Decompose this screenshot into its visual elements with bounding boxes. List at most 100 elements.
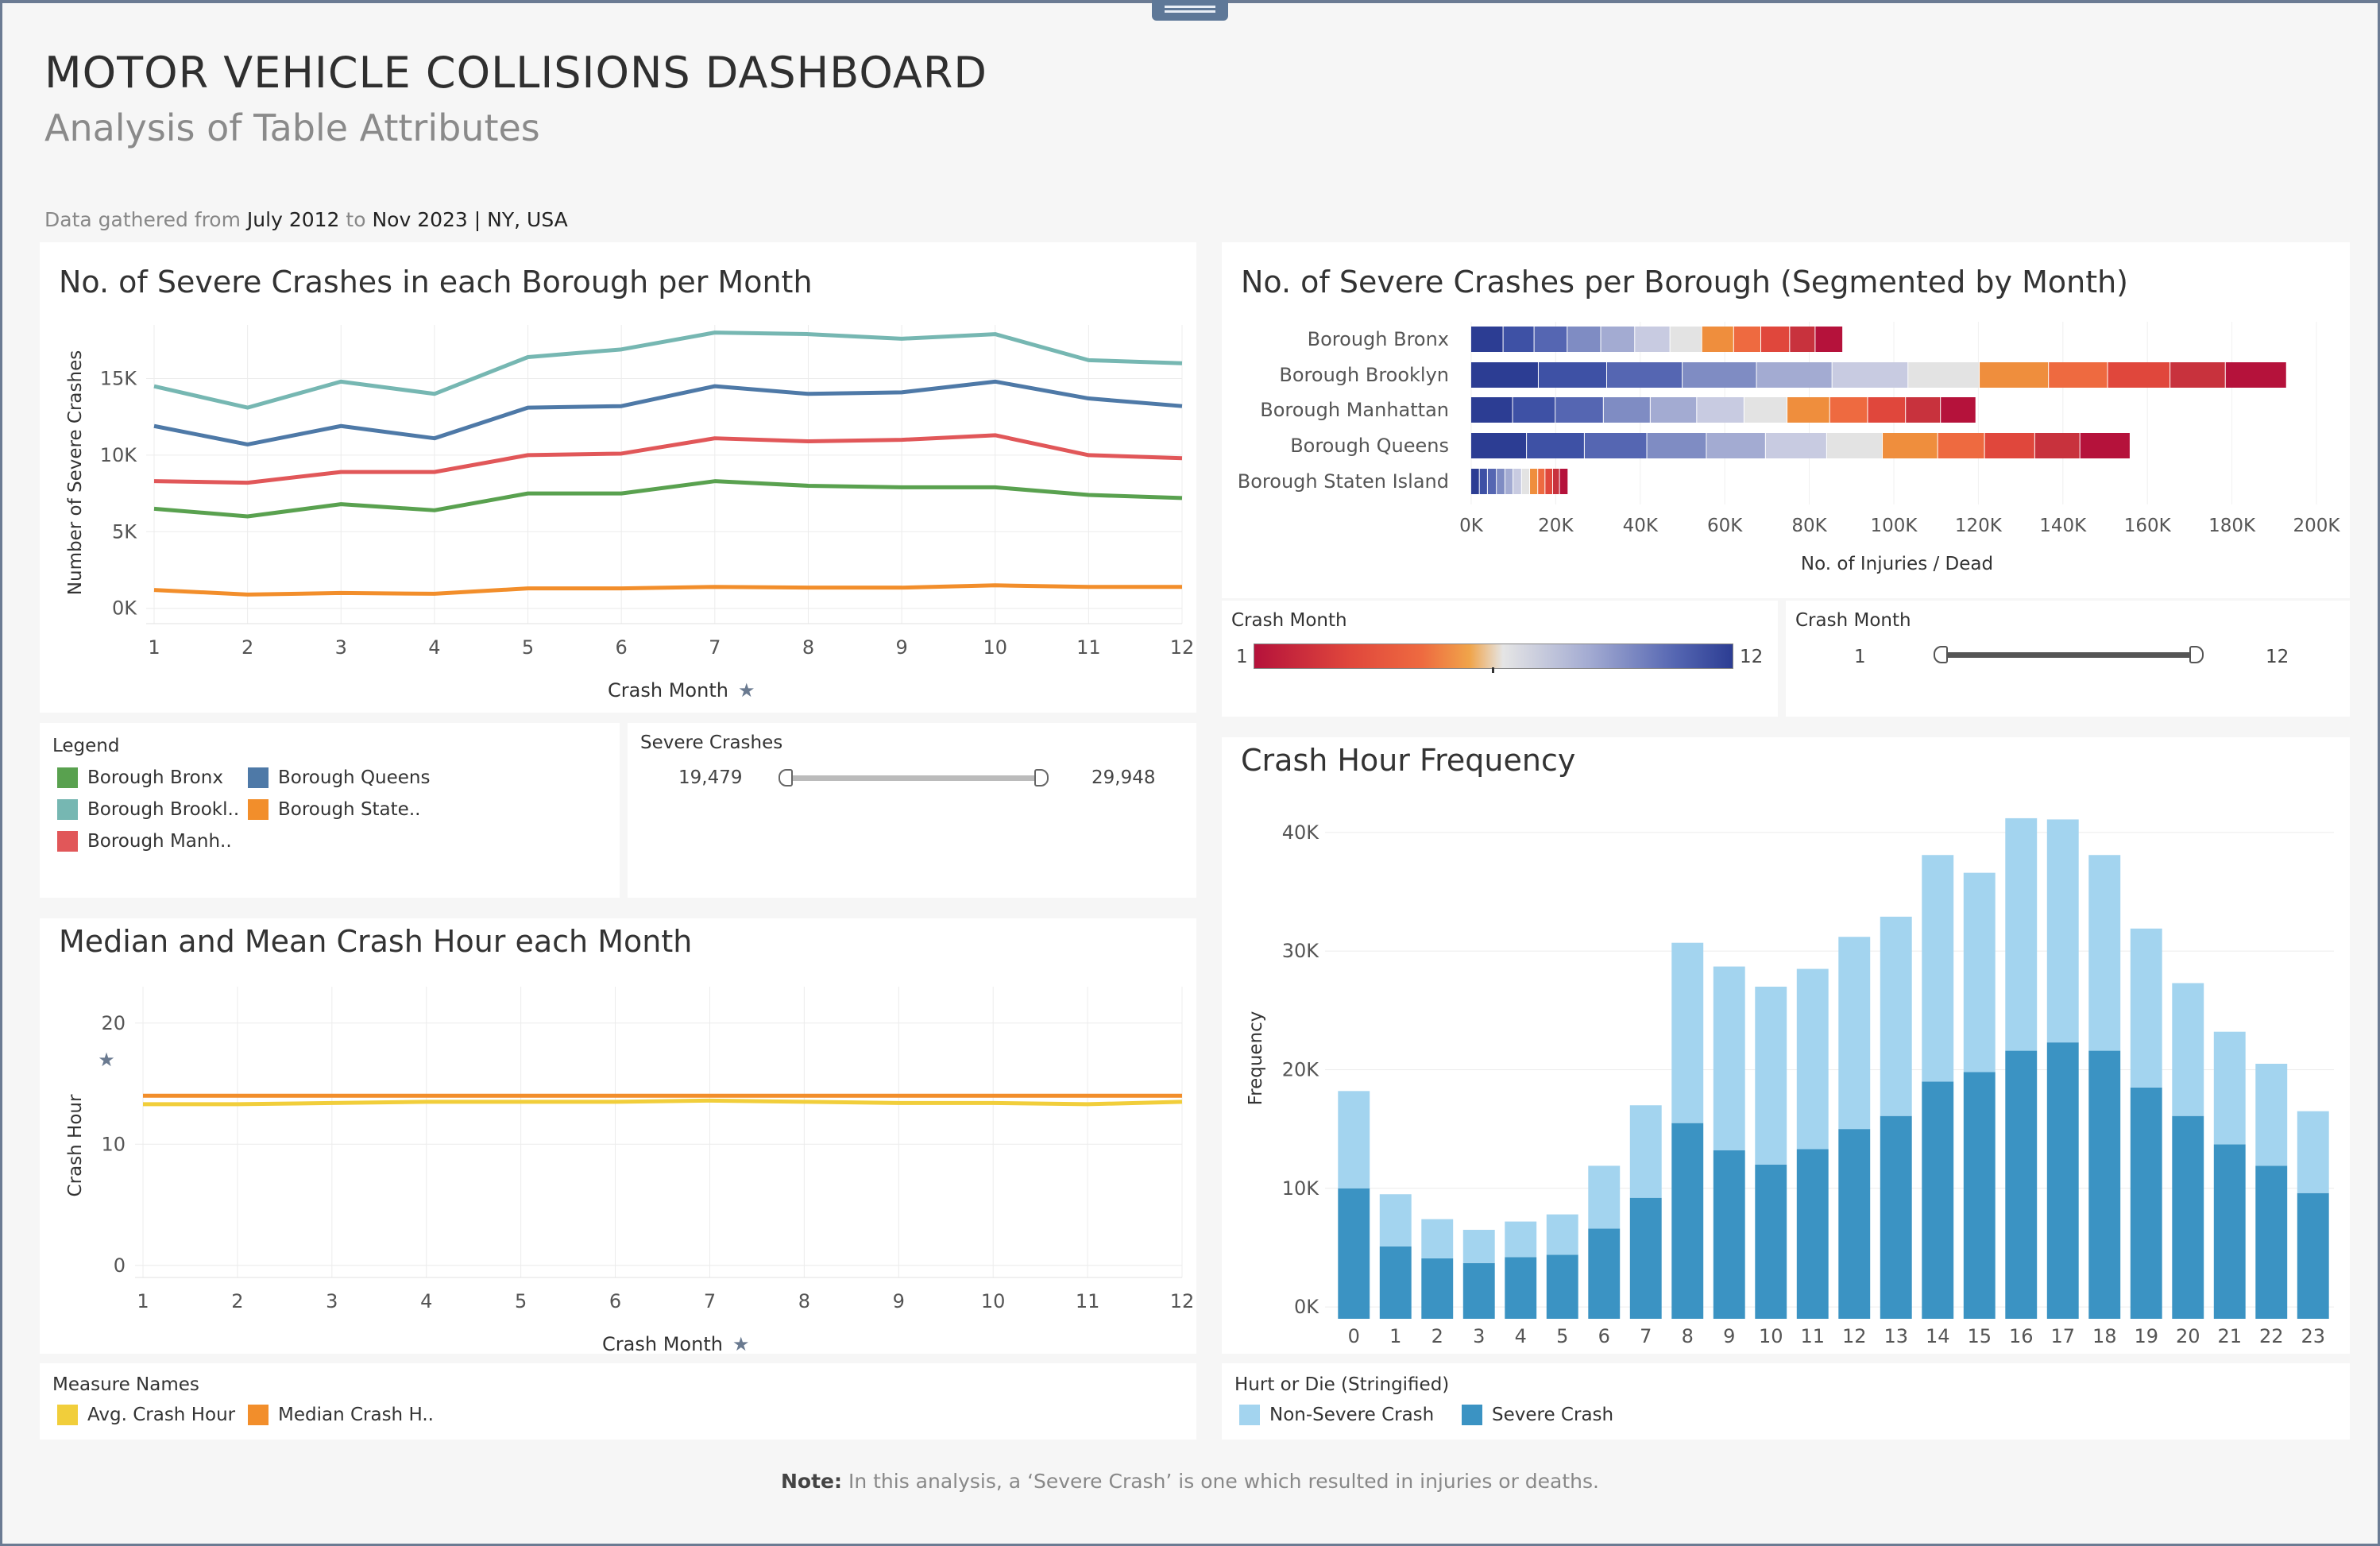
bar-segment — [1815, 327, 1843, 352]
legend-swatch-bronx — [57, 767, 78, 788]
bar-severe — [2172, 1115, 2204, 1319]
source-place: | NY, USA — [473, 208, 568, 231]
boroughs-line-panel: No. of Severe Crashes in each Borough pe… — [40, 242, 1196, 713]
x-tick-label: 20 — [2176, 1325, 2200, 1347]
bar-segment — [1538, 362, 1607, 388]
hour-frequency-panel: Crash Hour Frequency 0K 10K 20K 30K 40K Frequ… — [1222, 737, 2350, 1354]
bar-severe — [2046, 1042, 2079, 1319]
bar-non-severe — [1588, 1165, 1621, 1229]
measure-legend-panel: Measure Names Avg. Crash Hour Median Cra… — [40, 1363, 1196, 1440]
series-line — [153, 330, 1183, 410]
bar-segment — [1938, 433, 1984, 458]
category-label: Borough Manhattan — [1260, 399, 1449, 421]
y-axis-title: Crash Hour — [65, 1094, 86, 1196]
data-source-text: Data gathered from July 2012 to Nov 2023… — [44, 208, 568, 231]
legend-item-manhattan[interactable]: Borough Manh.. — [87, 831, 232, 852]
x-tick-label: 3 — [326, 1290, 338, 1312]
series-line — [153, 479, 1183, 519]
x-tick-label: 1 — [137, 1290, 149, 1312]
legend-swatch-staten — [248, 799, 269, 820]
x-tick-label: 2 — [231, 1290, 243, 1312]
legend-item-avg-hour[interactable]: Avg. Crash Hour — [87, 1405, 236, 1425]
x-tick-label: 2 — [1431, 1325, 1443, 1347]
legend-item-queens[interactable]: Borough Queens — [278, 767, 431, 788]
hurt-legend-panel: Hurt or Die (Stringified) Non-Severe Cra… — [1222, 1363, 2350, 1440]
bar-segment — [1555, 397, 1603, 423]
bar-segment — [1787, 397, 1829, 423]
bar-severe — [1546, 1254, 1578, 1319]
x-tick-label: 9 — [893, 1290, 905, 1312]
bar-segment — [1470, 327, 1503, 352]
y-tick-label: 15K — [100, 367, 138, 389]
bar-segment — [1756, 362, 1832, 388]
month-filter-handle-max[interactable] — [2189, 646, 2204, 663]
x-tick-label: 13 — [1884, 1325, 1908, 1347]
x-tick-label: 200K — [2293, 516, 2341, 536]
legend-item-non-severe[interactable]: Non-Severe Crash — [1269, 1405, 1435, 1425]
x-tick-label: 7 — [1640, 1325, 1652, 1347]
bar-non-severe — [1338, 1091, 1370, 1188]
legend-item-median-hour[interactable]: Median Crash H.. — [278, 1405, 434, 1425]
x-tick-label: 10 — [983, 636, 1007, 659]
bar-segment — [1559, 469, 1568, 494]
legend-swatch-avg-hour — [57, 1405, 78, 1425]
severe-filter-min: 19,479 — [678, 767, 743, 788]
bar-segment — [1607, 362, 1683, 388]
bar-severe — [1838, 1129, 1871, 1319]
bar-non-severe — [2213, 1031, 2246, 1145]
y-tick-label: 30K — [1282, 940, 1320, 962]
y-tick-label: 20 — [101, 1012, 126, 1034]
borough-bars-chart[interactable]: 0K 20K 40K 60K 80K 100K 120K 140K 160K 180K 200K No… — [1222, 242, 2350, 598]
x-axis-title: No. of Injuries / Dead — [1801, 554, 1993, 574]
legend-item-severe[interactable]: Severe Crash — [1492, 1405, 1614, 1425]
severe-filter-track[interactable] — [786, 775, 1042, 781]
bar-segment — [1487, 469, 1497, 494]
drag-handle-icon[interactable] — [1152, 0, 1228, 21]
y-tick-label: 0K — [112, 597, 137, 620]
severe-filter-handle-max[interactable] — [1034, 769, 1049, 787]
month-filter-title: Crash Month — [1795, 610, 1911, 631]
source-prefix: Data gathered from — [44, 208, 241, 231]
x-tick-label: 6 — [609, 1290, 621, 1312]
bar-segment — [1513, 397, 1555, 423]
x-tick-label: 12 — [1170, 1290, 1195, 1312]
month-filter-track[interactable] — [1941, 652, 2196, 658]
legend-swatch-manhattan — [57, 831, 78, 852]
bar-segment — [1765, 433, 1826, 458]
x-tick-label: 21 — [2217, 1325, 2242, 1347]
bar-segment — [2108, 362, 2170, 388]
bar-segment — [2170, 362, 2225, 388]
x-tick-label: 17 — [2050, 1325, 2075, 1347]
month-filter-handle-min[interactable] — [1934, 646, 1948, 663]
severe-filter-handle-min[interactable] — [779, 769, 793, 787]
hurt-legend-title: Hurt or Die (Stringified) — [1234, 1374, 1450, 1395]
legend-swatch-median-hour — [248, 1405, 269, 1425]
y-tick-label: 5K — [112, 520, 137, 543]
x-tick-label: 40K — [1623, 516, 1659, 536]
bar-segment — [1521, 469, 1530, 494]
legend-item-staten[interactable]: Borough State.. — [278, 799, 421, 820]
legend-item-bronx[interactable]: Borough Bronx — [87, 767, 223, 788]
legend-item-brooklyn[interactable]: Borough Brookl.. — [87, 799, 240, 820]
bar-segment — [1497, 469, 1505, 494]
bar-severe — [1963, 1072, 1996, 1319]
x-tick-label: 160K — [2124, 516, 2172, 536]
crash-hour-line-title: Median and Mean Crash Hour each Month — [59, 924, 693, 959]
x-tick-label: 8 — [802, 636, 814, 659]
y-tick-label: 0 — [114, 1254, 126, 1277]
bar-non-severe — [1462, 1230, 1495, 1263]
borough-legend-panel: Legend Borough Bronx Borough Queens Boro… — [40, 723, 620, 898]
bar-severe — [2088, 1050, 2121, 1319]
legend-swatch-brooklyn — [57, 799, 78, 820]
x-tick-label: 3 — [1473, 1325, 1485, 1347]
month-color-ramp-marker — [1492, 667, 1494, 673]
x-tick-label: 80K — [1791, 516, 1827, 536]
bar-segment — [1868, 397, 1906, 423]
series-line — [153, 583, 1182, 597]
category-label: Borough Queens — [1290, 435, 1449, 457]
x-tick-label: 23 — [2301, 1325, 2325, 1347]
